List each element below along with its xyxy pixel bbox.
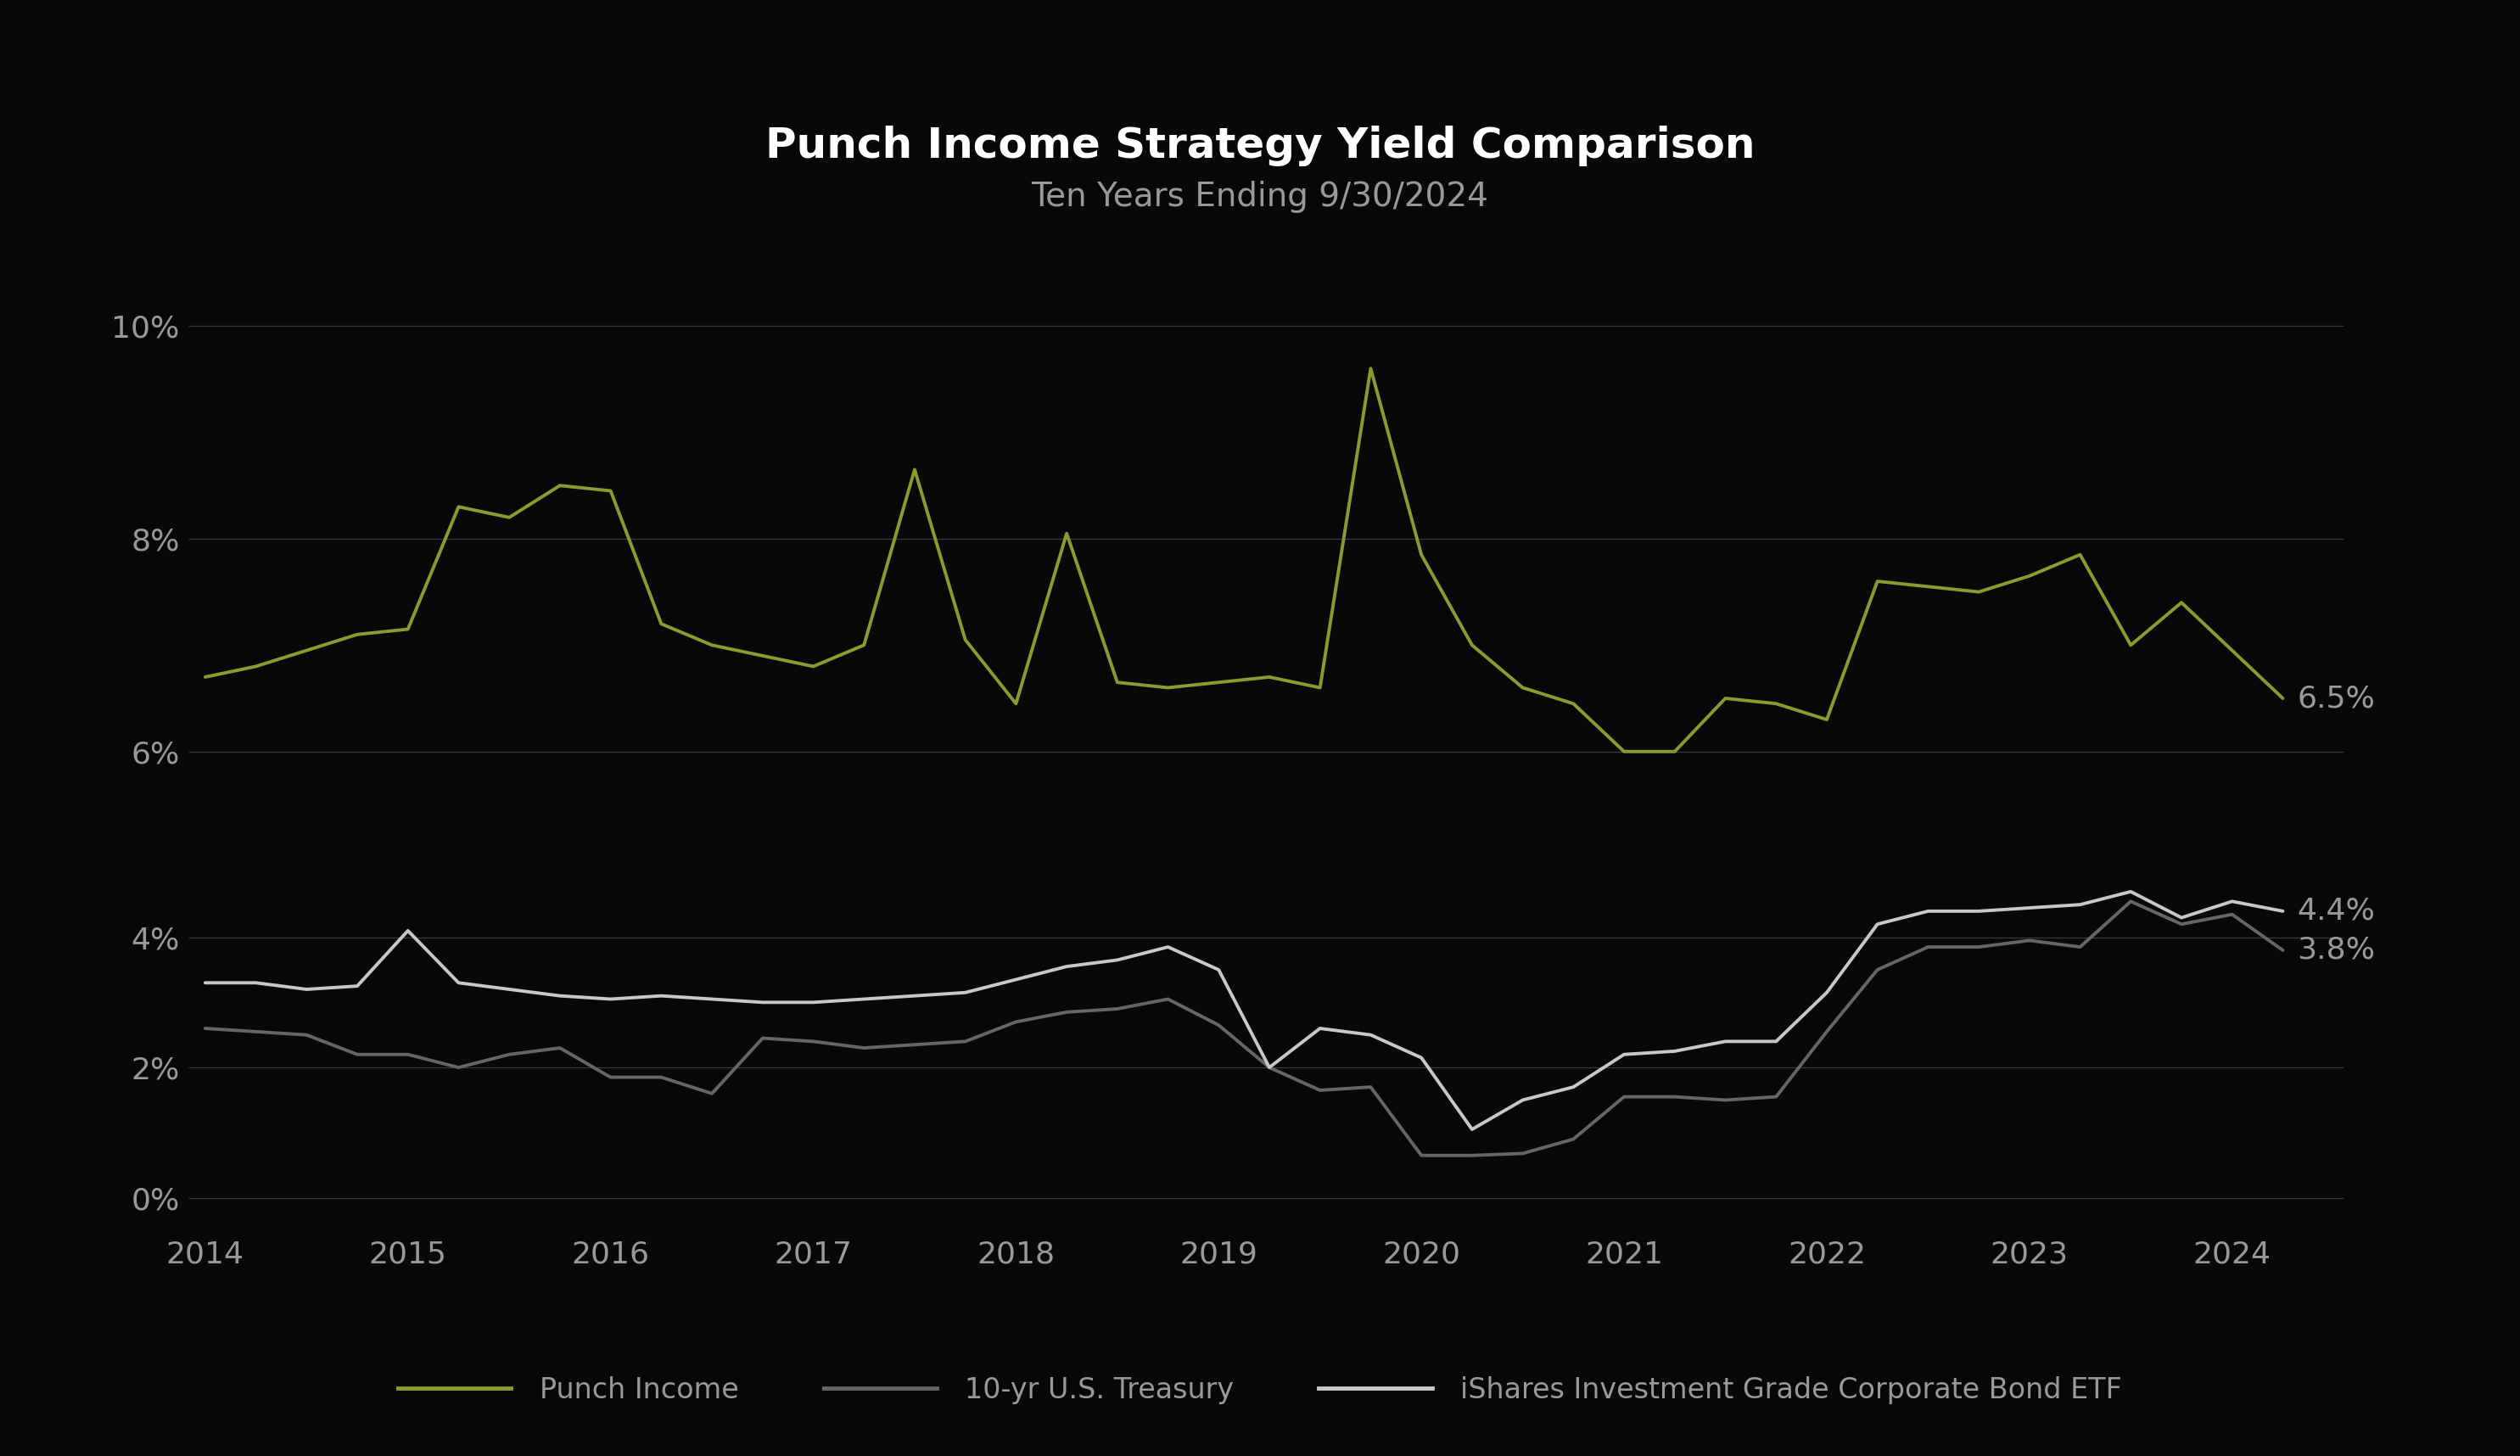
Text: 4.4%: 4.4%: [2298, 897, 2374, 926]
Text: 6.5%: 6.5%: [2298, 684, 2374, 713]
Text: Ten Years Ending 9/30/2024: Ten Years Ending 9/30/2024: [1031, 181, 1489, 213]
Legend: Punch Income, 10-yr U.S. Treasury, iShares Investment Grade Corporate Bond ETF: Punch Income, 10-yr U.S. Treasury, iShar…: [386, 1366, 2134, 1415]
Text: Punch Income Strategy Yield Comparison: Punch Income Strategy Yield Comparison: [766, 125, 1754, 166]
Text: 3.8%: 3.8%: [2298, 936, 2374, 965]
